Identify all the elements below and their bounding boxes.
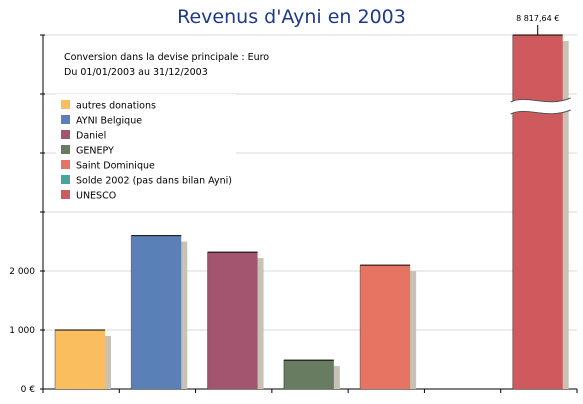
legend-label: GENEPY [76,146,114,157]
axis-break-line [510,109,571,115]
axis-break-line [510,97,571,103]
bar [55,330,105,389]
bar [283,360,334,389]
subtitle-line: Conversion dans la devise principale : E… [64,52,269,63]
subtitle-box [60,46,290,80]
y-tick-label: 1 000 [9,326,35,336]
legend-label: autres donations [76,101,156,112]
subtitle-line: Du 01/01/2003 au 31/12/2003 [64,67,208,78]
legend-label: UNESCO [76,191,116,202]
bar [207,252,258,389]
legend-label: Solde 2002 (pas dans bilan Ayni) [76,176,232,187]
legend-swatch [61,115,70,124]
bar [512,35,563,389]
legend-swatch [61,130,70,139]
legend-swatch [61,100,70,109]
legend-swatch [61,175,70,184]
legend-label: AYNI Belgique [76,116,142,127]
legend-label: Daniel [76,131,106,142]
legend-label: Saint Dominique [76,161,155,172]
chart-title: Revenus d'Ayni en 2003 [177,6,406,28]
y-tick-label: 2 000 [9,267,35,277]
y-tick-label: 0 € [21,385,36,395]
bar [131,235,182,389]
legend-box [56,94,236,205]
legend-swatch [61,145,70,154]
bar [360,265,411,389]
data-label: 8 817,64 € [516,14,559,23]
legend-swatch [61,160,70,169]
legend-swatch [61,190,70,199]
